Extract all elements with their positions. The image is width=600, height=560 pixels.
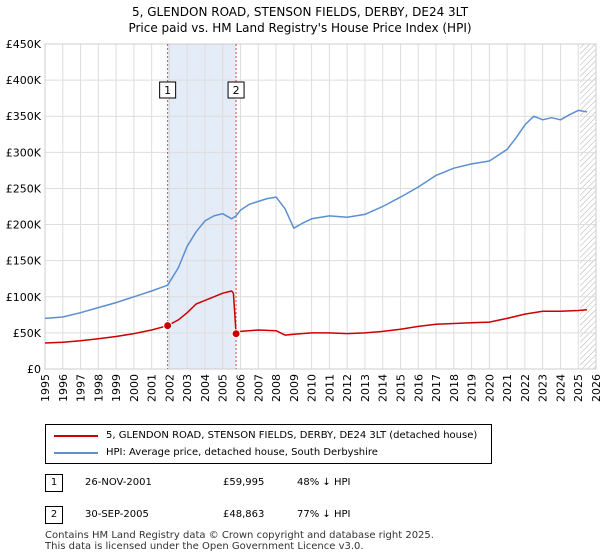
legend: 5, GLENDON ROAD, STENSON FIELDS, DERBY, … — [45, 424, 492, 464]
price-chart: £0 £50K £100K £150K £200K £250K £300K £350K £400… — [6, 38, 600, 402]
sale-2-badge — [227, 81, 245, 99]
x-tick-label: 2000 — [128, 374, 141, 402]
x-tick-label: 2021 — [501, 374, 514, 402]
y-tick-label: £300K — [6, 146, 42, 159]
y-tick-label: £400K — [6, 74, 42, 87]
sale-2-badge-label: 2 — [233, 84, 240, 97]
legend-hpi-swatch — [54, 452, 98, 454]
x-tick-label: 2022 — [519, 374, 532, 402]
x-tick-label: 2014 — [377, 374, 390, 402]
x-tick-label: 2012 — [341, 374, 354, 402]
x-tick-label: 2023 — [537, 374, 550, 402]
transaction-badge-2: 2 — [45, 506, 63, 524]
y-tick-label: £150K — [6, 255, 42, 268]
x-tick-label: 2020 — [483, 374, 496, 402]
hpi-line — [45, 109, 588, 320]
y-tick-label: £250K — [6, 182, 42, 195]
footer-line2: This data is licensed under the Open Gov… — [45, 541, 364, 552]
transaction-price-1: £59,995 — [223, 477, 265, 488]
x-tick-label: 2018 — [448, 374, 461, 402]
x-tick-label: 2002 — [163, 374, 176, 402]
x-tick-label: 2005 — [217, 374, 230, 402]
x-tick-label: 1995 — [39, 374, 52, 402]
x-tick-label: 2008 — [270, 374, 283, 402]
x-tick-label: 2007 — [252, 374, 265, 402]
sale-2-point — [231, 329, 241, 339]
transaction-hpi-1: 48% ↓ HPI — [297, 477, 351, 488]
chart-title-line2: Price paid vs. HM Land Registry's House … — [128, 21, 472, 35]
legend-price-swatch — [54, 435, 98, 437]
y-tick-label: £0 — [27, 363, 41, 376]
transaction-price-2: £48,863 — [223, 509, 265, 520]
transaction-date-2: 30-SEP-2005 — [85, 509, 149, 520]
x-tick-label: 2015 — [394, 374, 407, 402]
sale-1-badge-label: 1 — [164, 84, 171, 97]
y-tick-label: £200K — [6, 219, 42, 232]
x-tick-label: 2016 — [412, 374, 425, 402]
plot-area — [45, 44, 596, 369]
x-tick-label: 2009 — [288, 374, 301, 402]
x-tick-label: 2025 — [572, 374, 585, 402]
transaction-hpi-2: 77% ↓ HPI — [297, 509, 351, 520]
sale-period-shade — [167, 44, 237, 369]
footer: Contains HM Land Registry data © Crown c… — [45, 530, 434, 552]
x-tick-label: 1998 — [92, 374, 105, 402]
transaction-date-1: 26-NOV-2001 — [85, 477, 152, 488]
y-tick-label: £100K — [6, 291, 42, 304]
x-tick-label: 2013 — [359, 374, 372, 402]
forecast-hatch — [580, 44, 596, 369]
x-tick-label: 2017 — [430, 374, 443, 402]
legend-price-label: 5, GLENDON ROAD, STENSON FIELDS, DERBY, … — [106, 430, 478, 441]
transaction-badge-1: 1 — [45, 474, 63, 492]
y-tick-label: £450K — [6, 38, 42, 51]
legend-hpi-label: HPI: Average price, detached house, Sout… — [106, 447, 378, 458]
y-tick-label: £350K — [6, 110, 42, 123]
x-tick-label: 2001 — [146, 374, 159, 402]
x-tick-label: 2004 — [199, 374, 212, 402]
price-paid-line — [45, 290, 588, 344]
x-tick-label: 2024 — [554, 374, 567, 402]
x-tick-label: 2010 — [306, 374, 319, 402]
x-tick-label: 2003 — [181, 374, 194, 402]
plot-border — [44, 43, 597, 370]
x-tick-label: 1997 — [75, 374, 88, 402]
x-tick-label: 1999 — [110, 374, 123, 402]
x-tick-label: 2026 — [590, 374, 600, 402]
x-tick-label: 2019 — [466, 374, 479, 402]
sale-1-badge — [159, 81, 177, 99]
x-tick-label: 2011 — [323, 374, 336, 402]
x-tick-label: 1996 — [57, 374, 70, 402]
sale-1-point — [163, 321, 173, 331]
footer-line1: Contains HM Land Registry data © Crown c… — [45, 530, 434, 541]
y-tick-label: £50K — [13, 327, 42, 340]
x-tick-label: 2006 — [235, 374, 248, 402]
chart-title: 5, GLENDON ROAD, STENSON FIELDS, DERBY, … — [0, 4, 600, 36]
chart-title-line1: 5, GLENDON ROAD, STENSON FIELDS, DERBY, … — [131, 5, 469, 19]
